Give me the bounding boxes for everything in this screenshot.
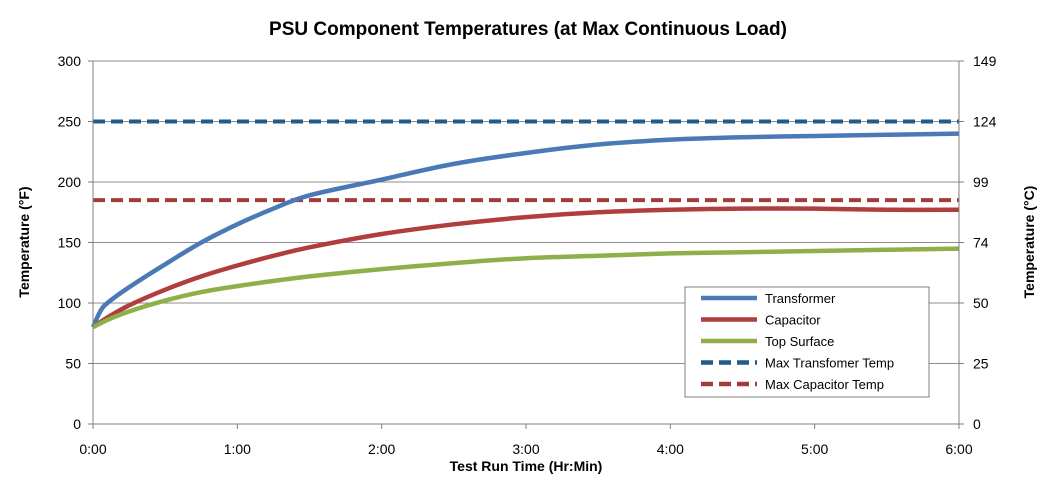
y-tick-label-5: 250: [58, 114, 82, 130]
x-tick-label-0: 0:00: [79, 441, 106, 457]
series-layer: [90, 119, 960, 330]
y2-tick-label-4: 99: [973, 174, 989, 190]
x-tick-label-2: 2:00: [368, 441, 395, 457]
x-tick-label-3: 3:00: [512, 441, 539, 457]
y-tick-label-2: 100: [58, 295, 82, 311]
tick-labels: 0 50 100 150 200 250 300 0 25 50 74 99 124 149 0:00 1:0…: [58, 53, 997, 457]
y2-tick-label-5: 124: [973, 114, 997, 130]
x-tick-label-4: 4:00: [657, 441, 684, 457]
y2-tick-label-1: 25: [973, 356, 989, 372]
legend-label-max-transfomer-temp: Max Transfomer Temp: [765, 356, 894, 371]
legend-label-transformer: Transformer: [765, 291, 836, 306]
y-tick-label-6: 300: [58, 53, 82, 69]
chart-title: PSU Component Temperatures (at Max Conti…: [269, 19, 787, 40]
x-axis-title: Test Run Time (Hr:Min): [450, 458, 603, 474]
x-tick-label-5: 5:00: [801, 441, 828, 457]
legend: Transformer Capacitor Top Surface Max Trans…: [684, 286, 930, 398]
y-tick-label-1: 50: [65, 356, 81, 372]
legend-label-capacitor: Capacitor: [765, 313, 821, 328]
y-axis-title: Temperature (°F): [16, 186, 32, 297]
y-tick-label-3: 150: [58, 235, 82, 251]
y-tick-label-0: 0: [73, 416, 81, 432]
y2-tick-label-6: 149: [973, 53, 997, 69]
legend-label-top-surface: Top Surface: [765, 334, 834, 349]
axes: [88, 60, 964, 429]
legend-label-max-capacitor-temp: Max Capacitor Temp: [765, 377, 884, 392]
series-line-transformer: [90, 131, 960, 329]
y2-tick-label-2: 50: [973, 295, 989, 311]
series-line-capacitor: [91, 206, 960, 330]
y-tick-label-4: 200: [58, 174, 82, 190]
y2-tick-label-3: 74: [973, 235, 989, 251]
y2-tick-label-0: 0: [973, 416, 981, 432]
x-tick-label-6: 6:00: [945, 441, 972, 457]
y2-axis-title: Temperature (°C): [1021, 186, 1037, 299]
series-line-top-surface: [91, 246, 960, 330]
x-tick-label-1: 1:00: [224, 441, 251, 457]
